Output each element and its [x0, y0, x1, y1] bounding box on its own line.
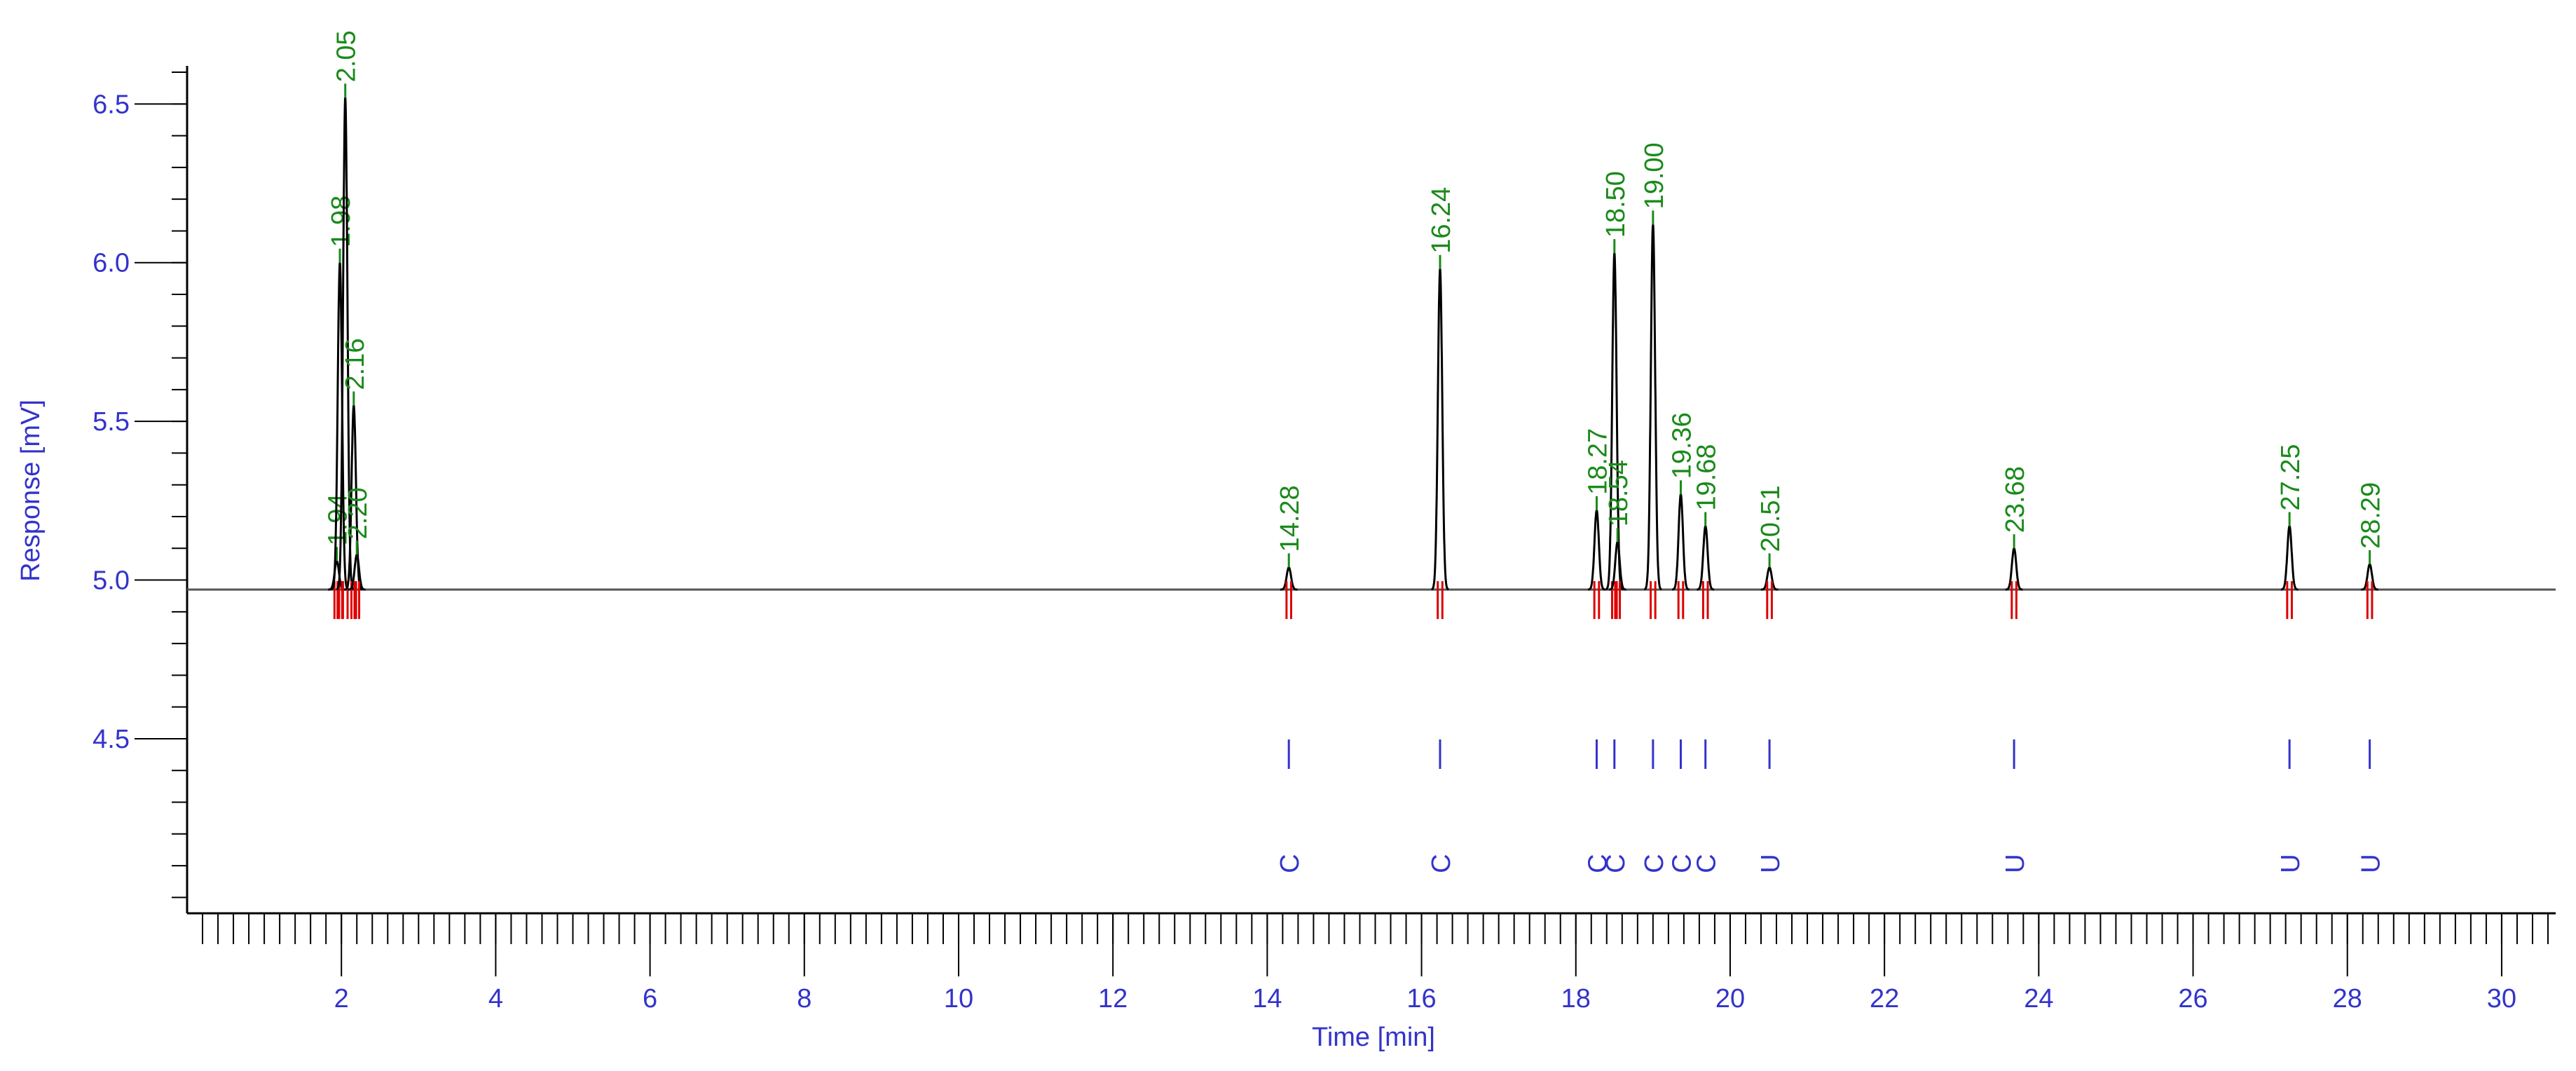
- code-label: U: [1756, 854, 1786, 873]
- x-tick-label: 14: [1252, 984, 1282, 1014]
- x-tick-label: 22: [1870, 984, 1899, 1014]
- peak: [336, 97, 355, 591]
- peak-label: 1.98: [327, 196, 356, 247]
- x-tick-label: 30: [2487, 984, 2516, 1014]
- peak-label: 19.00: [1640, 142, 1669, 209]
- peak-label: 27.25: [2276, 444, 2306, 510]
- y-tick-label: 5.0: [93, 566, 130, 596]
- code-label: C: [1275, 854, 1305, 873]
- peak-label: 18.27: [1583, 428, 1612, 495]
- y-tick-label: 6.0: [93, 249, 130, 278]
- x-tick-label: 2: [334, 984, 349, 1014]
- x-axis-label: Time [min]: [1312, 1023, 1435, 1052]
- x-tick-label: 6: [643, 984, 657, 1014]
- peak: [1671, 492, 1690, 591]
- x-tick-label: 12: [1098, 984, 1128, 1014]
- code-label: C: [1601, 854, 1631, 873]
- peak-label: 18.50: [1601, 171, 1631, 238]
- peak-label: 28.29: [2357, 482, 2386, 549]
- x-tick-label: 28: [2333, 984, 2362, 1014]
- peak-label: 20.51: [1756, 485, 1786, 552]
- peak-label: 16.24: [1427, 187, 1456, 254]
- peak: [1760, 566, 1779, 591]
- peak-label: 14.28: [1275, 485, 1305, 552]
- peak-label: 2.05: [332, 30, 362, 82]
- peak-label: 2.20: [343, 487, 373, 539]
- y-tick-label: 5.5: [93, 407, 130, 437]
- x-tick-label: 8: [797, 984, 811, 1014]
- peak: [1280, 566, 1298, 591]
- code-label: C: [1667, 854, 1697, 873]
- y-tick-label: 6.5: [93, 90, 130, 119]
- peak-label: 19.36: [1667, 412, 1697, 479]
- code-label: U: [2001, 854, 2030, 873]
- peak-label: 1.94: [324, 493, 353, 545]
- peak: [2361, 563, 2378, 591]
- peak: [1605, 252, 1624, 591]
- x-tick-label: 10: [944, 984, 973, 1014]
- code-label: C: [1692, 854, 1722, 873]
- peak: [1643, 224, 1662, 591]
- peak-label: 19.68: [1692, 444, 1722, 510]
- peak-label: 2.16: [341, 339, 370, 390]
- y-axis-label: Response [mV]: [16, 400, 46, 582]
- peak: [2005, 547, 2023, 591]
- peak: [1697, 524, 1715, 591]
- peak: [1588, 508, 1605, 591]
- x-tick-label: 16: [1406, 984, 1436, 1014]
- code-label: C: [1583, 854, 1612, 873]
- peak: [1431, 268, 1449, 591]
- x-tick-label: 24: [2024, 984, 2053, 1014]
- code-label: U: [2276, 854, 2306, 873]
- peak: [2280, 524, 2298, 591]
- code-label: C: [1640, 854, 1669, 873]
- x-tick-label: 4: [488, 984, 503, 1014]
- x-tick-label: 26: [2178, 984, 2207, 1014]
- x-tick-label: 18: [1561, 984, 1591, 1014]
- code-label: C: [1427, 854, 1456, 873]
- x-tick-label: 20: [1715, 984, 1745, 1014]
- peak-label: 18.54: [1604, 460, 1633, 526]
- y-tick-label: 4.5: [93, 725, 130, 754]
- code-label: U: [2357, 854, 2386, 873]
- peak-label: 23.68: [2001, 466, 2030, 533]
